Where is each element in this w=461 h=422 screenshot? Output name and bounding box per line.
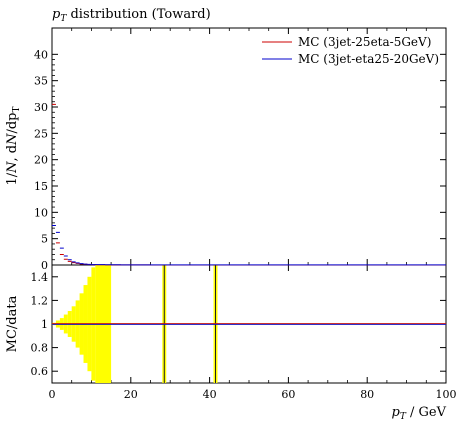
series-line [52, 103, 446, 266]
x-axis: 0 20 40 60 80 100 [49, 28, 457, 401]
main-y-tick-label: 30 [34, 101, 48, 114]
ratio-y-tick-label: 0.8 [31, 342, 49, 355]
legend: MC (3jet-25eta-5GeV) MC (3jet-eta25-20GeV… [262, 35, 439, 66]
main-series [52, 103, 446, 266]
main-y-tick-label: 25 [34, 127, 48, 140]
x-axis-title: pT / GeV [392, 405, 447, 422]
x-tick-label: 40 [203, 388, 217, 401]
x-tick-label: 20 [124, 388, 138, 401]
main-y-axis: 0 5 10 15 20 25 30 35 40 [34, 48, 446, 272]
x-tick-label: 60 [281, 388, 295, 401]
ratio-series [52, 323, 446, 325]
legend-label: MC (3jet-25eta-5GeV) [298, 35, 431, 49]
main-y-tick-label: 40 [34, 48, 48, 61]
main-y-tick-label: 35 [34, 75, 48, 88]
x-tick-label: 80 [360, 388, 374, 401]
ratio-y-tick-label: 1.4 [31, 271, 49, 284]
series-line [52, 225, 446, 266]
ratio-y-axis-title: MC/data [5, 295, 20, 352]
ratio-y-tick-label: 0.6 [31, 365, 49, 378]
main-y-axis-title: 1/N, dN/dpT [5, 106, 22, 185]
chart-title: pT distribution (Toward) [52, 7, 211, 24]
x-tick-label: 0 [49, 388, 56, 401]
main-y-tick-label: 10 [34, 206, 48, 219]
main-y-tick-label: 15 [34, 180, 48, 193]
main-y-tick-label: 5 [41, 233, 48, 246]
ratio-y-tick-label: 1.2 [31, 294, 49, 307]
main-y-tick-label: 0 [41, 259, 48, 272]
ratio-y-axis: 0.6 0.8 1 1.2 1.4 [31, 271, 446, 378]
legend-label: MC (3jet-eta25-20GeV) [298, 52, 439, 66]
main-y-tick-label: 20 [34, 154, 48, 167]
ratio-y-tick-label: 1 [41, 318, 48, 331]
x-tick-label: 100 [436, 388, 457, 401]
